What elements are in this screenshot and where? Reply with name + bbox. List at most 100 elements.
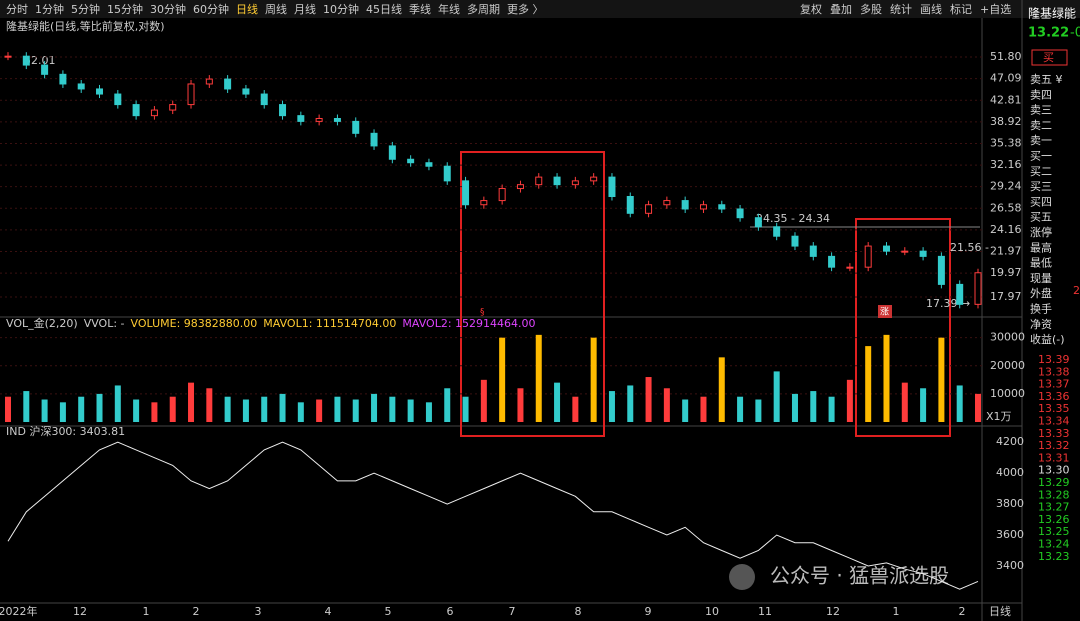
marker: 涨	[880, 307, 889, 318]
candle	[480, 200, 488, 206]
candle	[736, 208, 744, 219]
period-tab[interactable]: 多周期	[467, 2, 500, 16]
period-tab[interactable]: 年线	[438, 2, 460, 16]
volume-bar	[608, 391, 615, 422]
volume-bar	[663, 388, 670, 422]
candle	[315, 118, 323, 122]
period-tab[interactable]: 分时	[6, 3, 28, 16]
volume-bar	[133, 399, 140, 422]
y-tick-label: 24.16	[990, 223, 1022, 236]
tool-button[interactable]: 复权	[800, 2, 822, 16]
annotation: 24.35 - 24.34	[756, 212, 830, 225]
tool-button[interactable]: 多股	[860, 2, 882, 16]
highlight-box	[460, 151, 605, 437]
volume-bar	[188, 382, 195, 422]
candle	[663, 200, 671, 206]
volume-bar	[590, 337, 597, 422]
volume-bar	[499, 337, 506, 422]
period-tab[interactable]: 季线	[409, 2, 431, 16]
candle	[333, 118, 341, 122]
candle	[919, 250, 927, 257]
candle	[443, 165, 451, 182]
volume-bar	[407, 399, 414, 422]
marker-bg	[878, 305, 892, 318]
volume-bar	[41, 399, 48, 422]
book-label: 卖四	[1030, 88, 1052, 101]
candle	[132, 104, 140, 117]
ladder-price: 13.33	[1038, 427, 1070, 440]
x-tick-label: 日线	[989, 604, 1011, 618]
period-tab[interactable]: 45日线	[366, 2, 402, 16]
period-tab[interactable]: 日线	[236, 2, 258, 16]
period-tab[interactable]: 15分钟	[107, 2, 143, 16]
period-tab[interactable]: 5分钟	[71, 2, 100, 16]
x-tick-label: 12	[73, 605, 87, 618]
period-tab[interactable]: 月线	[294, 2, 316, 16]
annotation: 17.39 →	[926, 297, 970, 310]
candle	[773, 226, 781, 237]
candle	[279, 104, 287, 117]
volume-bar	[242, 399, 249, 422]
book-label: 卖二	[1030, 119, 1052, 132]
candle	[516, 184, 524, 190]
y-tick-label: 20000	[990, 359, 1025, 372]
index-line	[7, 441, 979, 590]
x-tick-label: 6	[447, 605, 454, 618]
volume-bar	[682, 399, 689, 422]
candle	[187, 83, 195, 106]
book-label: 净资	[1030, 317, 1052, 331]
volume-bar	[297, 402, 304, 422]
book-label: 买四	[1030, 195, 1052, 208]
volume-bar	[334, 396, 341, 422]
x-tick-label: 11	[758, 605, 772, 618]
candle	[828, 255, 836, 268]
y-tick-label: 17.97	[990, 290, 1022, 303]
tool-button[interactable]: +自选	[980, 3, 1011, 16]
volume-legend: VVOL: -	[84, 317, 125, 330]
x-tick-label: 10	[705, 605, 719, 618]
period-tab[interactable]: 更多 〉	[507, 2, 544, 16]
candle	[535, 176, 543, 186]
tool-button[interactable]: 统计	[890, 3, 912, 16]
volume-bar	[96, 393, 103, 422]
ladder-price: 13.27	[1038, 501, 1070, 514]
candle	[150, 109, 158, 117]
candle	[882, 245, 890, 252]
candle	[4, 55, 12, 58]
candle	[791, 235, 799, 247]
candle	[77, 83, 85, 90]
volume-bar	[846, 379, 853, 422]
volume-bar	[59, 402, 66, 422]
period-tab[interactable]: 1分钟	[35, 2, 64, 16]
y-tick-label: 30000	[990, 331, 1025, 344]
ladder-price: 13.28	[1038, 488, 1070, 501]
x-tick-label: 8	[575, 605, 582, 618]
candle	[407, 158, 415, 164]
period-tab[interactable]: 周线	[265, 2, 287, 16]
highlight-box	[855, 218, 951, 437]
candle	[242, 88, 250, 95]
chart-subtitle: 隆基绿能(日线,等比前复权,对数)	[6, 19, 165, 33]
period-tab[interactable]: 10分钟	[323, 2, 359, 16]
book-label: 卖三	[1030, 104, 1052, 117]
candle	[96, 88, 104, 95]
volume-bar	[261, 396, 268, 422]
y-tick-label: 26.58	[990, 201, 1022, 214]
tool-button[interactable]: 画线	[920, 2, 942, 16]
candle	[59, 73, 67, 85]
buy-button-label[interactable]: 买	[1043, 51, 1054, 64]
y-tick-label: 29.24	[990, 180, 1022, 193]
x-tick-label: 2	[193, 605, 200, 618]
buy-button[interactable]	[1031, 49, 1068, 66]
tool-button[interactable]: 标记	[950, 2, 972, 16]
period-tab[interactable]: 60分钟	[193, 2, 229, 16]
period-tab[interactable]: 30分钟	[150, 2, 186, 16]
ladder-price: 13.31	[1038, 451, 1070, 464]
candle	[571, 180, 579, 186]
y-tick-label: 4000	[996, 466, 1024, 479]
tool-button[interactable]: 叠加	[830, 3, 852, 16]
candle	[699, 204, 707, 210]
ladder-price: 13.25	[1038, 525, 1070, 538]
watermark-icon	[729, 564, 755, 590]
